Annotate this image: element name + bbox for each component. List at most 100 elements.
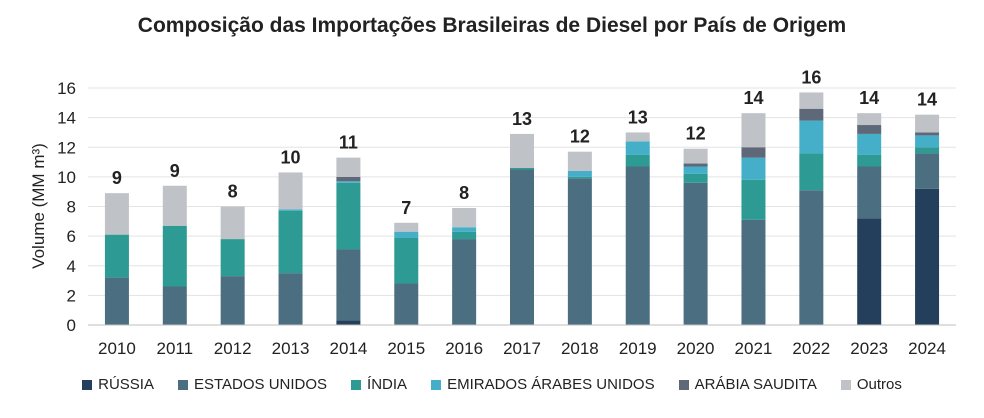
legend: RÚSSIA ESTADOS UNIDOS ÍNDIA EMIRADOS ÁRABES… bbox=[0, 376, 984, 393]
total-label: 13 bbox=[628, 107, 648, 127]
x-tick-label: 2017 bbox=[503, 339, 541, 358]
bar-segment bbox=[625, 166, 650, 325]
legend-label: Outros bbox=[856, 376, 902, 393]
total-label: 7 bbox=[401, 198, 411, 218]
y-tick-label: 12 bbox=[57, 138, 76, 157]
bar-segment bbox=[336, 249, 361, 321]
total-label: 12 bbox=[686, 124, 706, 144]
bar-segment bbox=[683, 182, 708, 325]
y-tick-label: 14 bbox=[57, 109, 76, 128]
bar-segment bbox=[857, 154, 882, 167]
bar-segment bbox=[394, 222, 419, 232]
bar-segment bbox=[741, 147, 766, 158]
total-label: 16 bbox=[801, 67, 821, 87]
x-tick-label: 2011 bbox=[157, 339, 194, 358]
legend-item: ARÁBIA SAUDITA bbox=[678, 376, 817, 393]
bar-segment bbox=[857, 113, 882, 126]
bar-segment bbox=[278, 172, 303, 210]
legend-label: ARÁBIA SAUDITA bbox=[694, 376, 817, 393]
x-tick-label: 2022 bbox=[792, 339, 830, 358]
bar-segment bbox=[857, 125, 882, 134]
total-label: 13 bbox=[512, 109, 532, 129]
bar-segment bbox=[567, 170, 592, 177]
bar-segment bbox=[452, 231, 477, 240]
bar-segment bbox=[336, 182, 361, 250]
x-tick-label: 2016 bbox=[445, 339, 483, 358]
bar-segment bbox=[104, 277, 129, 325]
bar-segment bbox=[915, 188, 940, 325]
total-label: 9 bbox=[112, 168, 122, 188]
legend-label: ÍNDIA bbox=[367, 376, 408, 393]
x-tick-label: 2014 bbox=[329, 339, 367, 358]
y-axis-label: Volume (MM m³) bbox=[29, 143, 48, 269]
bar-segment bbox=[683, 148, 708, 164]
bar-segment bbox=[741, 179, 766, 220]
bar-segment bbox=[683, 163, 708, 167]
bar-segment bbox=[857, 218, 882, 325]
bar-segment bbox=[799, 120, 824, 154]
bar-segment bbox=[452, 227, 477, 232]
x-tick-label: 2010 bbox=[98, 339, 136, 358]
total-labels: 9 9 8 10 11 7 8 13 12 13 12 14 16 14 14 bbox=[112, 67, 937, 217]
bar-segment bbox=[220, 276, 245, 325]
bar-segment bbox=[220, 239, 245, 277]
total-label: 8 bbox=[228, 182, 238, 202]
bar-segment bbox=[857, 166, 882, 219]
bar-segment bbox=[394, 231, 419, 238]
bar-segment bbox=[799, 108, 824, 121]
x-tick-label: 2019 bbox=[619, 339, 657, 358]
y-tick-label: 6 bbox=[67, 227, 76, 246]
bar-segment bbox=[510, 169, 534, 325]
legend-item: ÍNDIA bbox=[351, 376, 407, 393]
bar-segment bbox=[741, 113, 766, 148]
y-tick-label: 16 bbox=[57, 79, 76, 98]
bar-segment bbox=[336, 181, 361, 183]
bar-segment bbox=[741, 219, 766, 325]
legend-item: Outros bbox=[840, 376, 902, 393]
bar-segment bbox=[336, 157, 361, 177]
bar-segment bbox=[683, 173, 708, 183]
legend-item: ESTADOS UNIDOS bbox=[177, 376, 327, 393]
bar-segment bbox=[915, 114, 940, 133]
total-label: 8 bbox=[459, 183, 469, 203]
bar-segment bbox=[741, 157, 766, 180]
bar-segment bbox=[567, 178, 592, 325]
legend-swatch bbox=[431, 379, 442, 390]
bar-segment bbox=[799, 190, 824, 325]
x-tick-label: 2015 bbox=[387, 339, 425, 358]
bar-segment bbox=[915, 135, 940, 148]
x-tick-label: 2024 bbox=[908, 339, 946, 358]
y-tick-label: 2 bbox=[67, 286, 76, 305]
bar-segment bbox=[915, 147, 940, 154]
y-tick-label: 8 bbox=[67, 198, 76, 217]
legend-swatch bbox=[678, 379, 689, 390]
bar-segment bbox=[799, 153, 824, 191]
total-label: 9 bbox=[170, 161, 180, 181]
x-tick-label: 2021 bbox=[735, 339, 773, 358]
bar-segment bbox=[220, 206, 245, 240]
bar-segment bbox=[915, 153, 940, 189]
legend-label: RÚSSIA bbox=[98, 376, 154, 393]
legend-swatch bbox=[840, 379, 851, 390]
total-label: 14 bbox=[859, 88, 879, 108]
chart-title: Composição das Importações Brasileiras d… bbox=[137, 14, 847, 37]
bar-segment bbox=[857, 133, 882, 155]
bar-segment bbox=[104, 193, 129, 235]
legend-label: EMIRADOS ÁRABES UNIDOS bbox=[447, 376, 655, 393]
bar-segment bbox=[162, 286, 187, 325]
legend-item: EMIRADOS ÁRABES UNIDOS bbox=[431, 376, 655, 393]
total-label: 12 bbox=[570, 127, 590, 147]
y-tick-label: 0 bbox=[67, 316, 76, 335]
bar-segment bbox=[162, 225, 187, 287]
y-tick-label: 4 bbox=[67, 257, 76, 276]
bar-segment bbox=[625, 141, 650, 155]
total-label: 14 bbox=[743, 88, 763, 108]
legend-swatch bbox=[82, 379, 93, 390]
legend-swatch bbox=[177, 379, 188, 390]
legend-item: RÚSSIA bbox=[82, 376, 154, 393]
total-label: 10 bbox=[281, 147, 301, 167]
bar-segment bbox=[567, 176, 592, 179]
x-tick-label: 2013 bbox=[272, 339, 310, 358]
bar-segment bbox=[336, 320, 361, 325]
